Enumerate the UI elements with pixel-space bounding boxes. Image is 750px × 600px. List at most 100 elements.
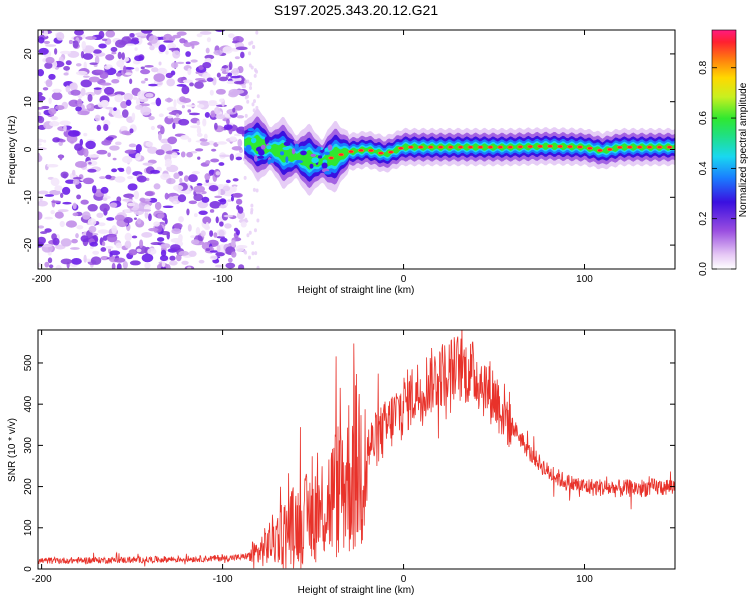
spectrogram-y-tick-label: -20 <box>23 237 34 252</box>
spectrogram-noise-blob <box>134 55 144 62</box>
spectrogram-noise-blob <box>171 152 178 159</box>
spectrogram-y-ticks: -20 -10 0 10 20 <box>23 48 675 252</box>
spectrogram-noise-blob <box>122 198 133 202</box>
spectrogram-noise-blob <box>160 143 172 152</box>
spectrogram-onset-blob <box>288 162 294 166</box>
spectrogram-noise-blob <box>231 68 240 76</box>
spectrogram-noise-blob <box>115 242 122 249</box>
spectrogram-noise-blob <box>219 154 231 158</box>
spectrogram-noise-blob <box>131 37 139 42</box>
spectrogram-noise-blob <box>169 255 176 261</box>
spectrogram-noise-blob <box>196 126 202 135</box>
spectrogram-noise-blob <box>48 264 54 269</box>
spectrogram-noise-blob <box>256 265 260 269</box>
spectrogram-noise-blob <box>129 32 135 38</box>
spectrogram-noise-blob <box>65 60 72 66</box>
spectrogram-noise-blob <box>111 262 116 269</box>
spectrogram-ridge-peak <box>388 151 393 154</box>
spectrogram-noise-blob <box>51 92 63 101</box>
spectrogram-ridge-peak <box>597 149 602 152</box>
spectrogram-noise-blob <box>71 238 78 244</box>
spectrogram-noise-blob <box>218 229 225 237</box>
spectrogram-noise-blob <box>49 121 60 127</box>
spectrogram-noise-blob <box>63 124 67 132</box>
spectrogram-noise-blob <box>136 218 142 225</box>
spectrogram-noise-blob <box>172 184 184 192</box>
spectrogram-noise-blob <box>185 51 191 57</box>
spectrogram-noise-blob <box>62 201 72 205</box>
spectrogram-noise-blob <box>156 67 168 75</box>
colorbar-ticks: 0.0 0.2 0.4 0.6 0.8 <box>698 60 736 276</box>
spectrogram-ridge-peak <box>508 146 513 149</box>
spectrogram-noise-blob <box>145 92 154 98</box>
spectrogram-onset-blob <box>327 144 333 151</box>
spectrogram-noise-blob <box>135 144 142 153</box>
spectrogram-noise-blob <box>190 235 196 239</box>
spectrogram-noise-blob <box>254 251 258 256</box>
spectrogram-noise-blob <box>229 153 235 161</box>
spectrogram-noise-blob <box>188 112 201 116</box>
spectrogram-onset-blob <box>280 151 285 156</box>
spectrogram-noise-blob <box>156 81 163 86</box>
spectrogram-noise-blob <box>193 185 205 193</box>
spectrogram-noise-blob <box>213 50 223 56</box>
spectrogram-noise-blob <box>187 67 192 76</box>
spectrogram-noise-blob <box>238 264 245 269</box>
spectrogram-noise-blob <box>187 137 192 143</box>
spectrogram-noise-blob <box>75 70 88 76</box>
spectrogram-noise-blob <box>128 143 137 148</box>
spectrogram-noise-blob <box>206 77 214 82</box>
spectrogram-noise-blob <box>232 89 245 94</box>
spectrogram-noise-blob <box>71 257 82 265</box>
spectrogram-noise-blob <box>82 211 91 220</box>
spectrogram-noise-blob <box>96 212 104 218</box>
spectrogram-noise-blob <box>248 255 252 260</box>
spectrogram-noise-blob <box>182 79 194 83</box>
spectrogram-noise-blob <box>45 56 55 64</box>
spectrogram-x-tick-label: -200 <box>32 274 52 285</box>
spectrogram-noise-blob <box>103 123 109 131</box>
spectrogram-noise-blob <box>255 105 259 110</box>
spectrogram-noise-blob <box>190 125 201 129</box>
snr-y-tick-label: 200 <box>23 478 34 495</box>
spectrogram-noise-blob <box>230 75 241 79</box>
spectrogram-noise-blob <box>121 155 133 164</box>
spectrogram-noise-blob <box>38 111 42 117</box>
spectrogram-noise-blob <box>140 69 151 75</box>
spectrogram-noise-blob <box>148 115 155 121</box>
spectrogram-noise-blob <box>56 32 65 41</box>
colorbar-tick-label: 0.6 <box>698 111 709 125</box>
spectrogram-noise-blob <box>121 109 129 118</box>
spectrogram-onset-blob <box>316 146 322 151</box>
spectrogram-noise-blob <box>232 192 243 198</box>
spectrogram-ridge-peak <box>448 146 453 149</box>
spectrogram-noise-blob <box>149 197 158 203</box>
spectrogram-noise-blob <box>129 78 133 85</box>
spectrogram-noise-blob <box>231 146 243 151</box>
spectrogram-noise-blob <box>50 209 55 215</box>
spectrogram-noise-blob <box>54 105 65 111</box>
spectrogram-noise-blob <box>151 67 159 73</box>
snr-y-tick-label: 400 <box>23 395 34 412</box>
spectrogram-noise-blob <box>250 203 254 208</box>
spectrogram-noise-blob <box>88 76 100 83</box>
spectrogram-noise-blob <box>200 141 210 146</box>
colorbar-tick-label: 0.0 <box>698 262 709 276</box>
spectrogram-ridge-peak <box>617 146 622 149</box>
spectrogram-noise-blob <box>99 71 109 79</box>
spectrogram-noise-blob <box>200 230 206 237</box>
spectrogram-noise-blob <box>71 169 76 176</box>
spectrogram-onset-blob <box>266 145 272 150</box>
spectrogram-noise-blob <box>96 149 108 155</box>
snr-y-tick-label: 0 <box>23 566 34 572</box>
spectrogram-noise-blob <box>178 250 189 256</box>
snr-x-ticks: -200 -100 0 100 <box>32 330 593 585</box>
spectrogram-noise-blob <box>54 48 58 55</box>
spectrogram-noise-blob <box>147 248 157 255</box>
spectrogram-noise-blob <box>240 51 245 59</box>
spectrogram-noise-blob <box>89 62 98 66</box>
spectrogram-noise-blob <box>214 264 224 268</box>
spectrogram-noise-blob <box>250 210 254 215</box>
spectrogram-noise-blob <box>69 83 76 89</box>
spectrogram-noise-blob <box>244 217 248 222</box>
